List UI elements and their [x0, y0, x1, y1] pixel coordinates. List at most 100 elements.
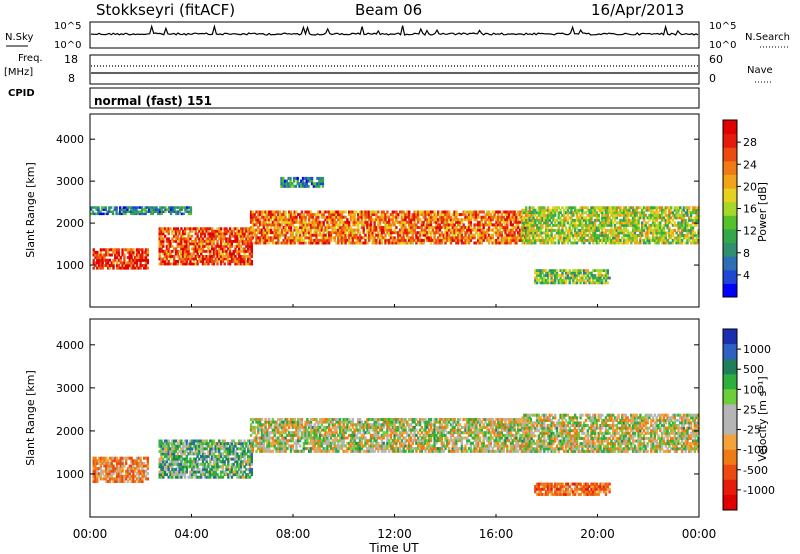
echo-cell	[478, 226, 482, 229]
echo-cell	[460, 228, 464, 232]
echo-cell	[451, 213, 454, 217]
echo-cell	[251, 441, 255, 445]
echo-cell	[209, 467, 212, 471]
echo-cell	[171, 439, 174, 443]
echo-cell	[655, 218, 658, 222]
echo-cell	[191, 442, 194, 446]
echo-cell	[260, 433, 264, 437]
echo-cell	[262, 436, 265, 440]
echo-cell	[371, 213, 374, 217]
echo-cell	[194, 229, 197, 233]
echo-cell	[249, 226, 253, 229]
echo-cell	[128, 456, 131, 460]
echo-cell	[167, 462, 170, 466]
echo-cell	[134, 467, 137, 471]
echo-cell	[601, 206, 604, 210]
echo-cell	[326, 220, 329, 224]
echo-cell	[579, 281, 582, 285]
echo-cell	[447, 228, 451, 232]
echo-cell	[253, 436, 256, 440]
echo-cell	[144, 469, 148, 473]
echo-cell	[248, 462, 252, 466]
echo-cell	[248, 457, 252, 461]
echo-cell	[135, 250, 139, 254]
echo-cell	[144, 206, 147, 209]
echo-cell	[216, 444, 219, 448]
echo-cell	[126, 208, 129, 211]
echo-cell	[535, 229, 539, 232]
echo-cell	[248, 455, 252, 458]
echo-cell	[124, 212, 127, 216]
echo-cell	[526, 231, 530, 235]
echo-cell	[174, 439, 178, 443]
echo-cell	[268, 220, 271, 224]
echo-cell	[415, 213, 418, 217]
echo-cell	[659, 221, 662, 225]
echo-cell	[266, 238, 269, 242]
echo-cell	[429, 223, 433, 227]
echo-cell	[550, 276, 553, 280]
echo-cell	[543, 206, 546, 210]
echo-cell	[500, 241, 503, 245]
echo-cell	[130, 459, 133, 463]
echo-cell	[187, 206, 191, 209]
echo-cell	[174, 227, 178, 231]
echo-cell	[258, 220, 262, 224]
echo-cell	[176, 242, 179, 246]
echo-cell	[563, 208, 566, 212]
echo-cell	[286, 241, 289, 245]
echo-cell	[539, 208, 542, 212]
echo-cell	[546, 218, 550, 222]
echo-cell	[228, 467, 232, 471]
echo-cell	[568, 216, 571, 220]
echo-cell	[548, 271, 551, 275]
echo-cell	[137, 212, 140, 216]
echo-cell	[346, 238, 349, 242]
echo-cell	[322, 228, 325, 232]
echo-cell	[382, 220, 385, 224]
echo-cell	[234, 262, 237, 266]
echo-cell	[300, 238, 304, 242]
echo-cell	[544, 226, 548, 230]
echo-cell	[318, 184, 321, 188]
echo-cell	[362, 210, 365, 214]
echo-cell	[126, 248, 130, 252]
echo-cell	[644, 234, 647, 237]
echo-cell	[271, 428, 275, 432]
echo-cell	[205, 475, 208, 479]
echo-cell	[275, 226, 278, 229]
echo-cell	[684, 229, 687, 232]
echo-cell	[653, 206, 657, 210]
echo-cell	[575, 218, 579, 222]
echo-cell	[532, 234, 535, 237]
echo-cell	[275, 218, 278, 222]
echo-cell	[262, 241, 265, 245]
echo-cell	[592, 223, 595, 227]
echo-cell	[135, 464, 139, 468]
echo-cell	[306, 226, 309, 229]
echo-cell	[631, 216, 635, 220]
echo-cell	[288, 236, 291, 240]
echo-cell	[108, 477, 112, 481]
echo-cell	[489, 215, 493, 219]
echo-cell	[626, 234, 629, 237]
echo-cell	[216, 460, 219, 464]
echo-cell	[513, 238, 516, 242]
echo-cell	[506, 210, 509, 214]
echo-cell	[353, 233, 356, 237]
echo-cell	[138, 206, 142, 209]
echo-cell	[262, 233, 265, 237]
echo-cell	[160, 227, 163, 231]
echo-cell	[96, 467, 99, 471]
echo-cell	[308, 220, 311, 224]
echo-cell	[406, 241, 409, 245]
echo-cell	[482, 231, 485, 235]
echo-cell	[691, 218, 695, 222]
echo-cell	[160, 262, 163, 266]
echo-cell	[528, 211, 531, 215]
echo-cell	[552, 218, 555, 222]
echo-cell	[273, 210, 276, 214]
echo-cell	[158, 252, 161, 256]
echo-cell	[96, 472, 99, 476]
echo-cell	[137, 210, 140, 213]
